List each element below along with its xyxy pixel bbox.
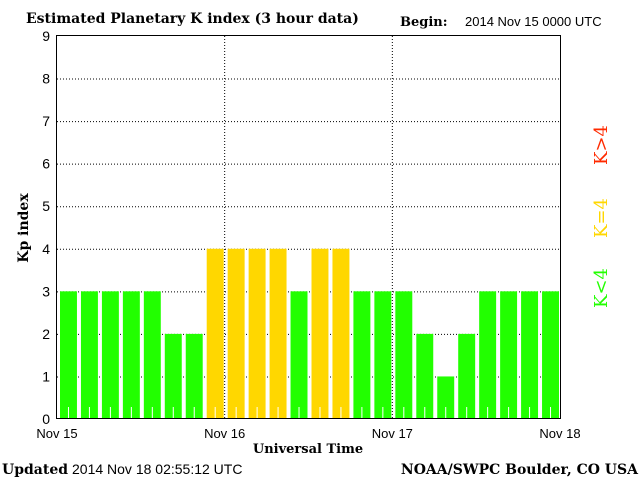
- kp-bar: [437, 376, 455, 419]
- kp-bar: [416, 333, 434, 419]
- begin-label: Begin:: [400, 15, 448, 30]
- y-tick-label: 0: [42, 411, 50, 427]
- kp-bar: [269, 248, 287, 419]
- kp-bar: [248, 248, 266, 419]
- legend-item: K=4: [591, 198, 612, 238]
- y-tick-labels: 0 1 2 3 4 5 6 7 8 9: [42, 28, 50, 427]
- kp-bar: [185, 333, 203, 419]
- bars: [60, 248, 559, 419]
- y-tick-label: 4: [42, 241, 50, 257]
- updated-label: Updated: [2, 462, 68, 478]
- y-axis-label: Kp index: [16, 193, 32, 263]
- kp-bar: [164, 333, 182, 419]
- x-axis-label: Universal Time: [253, 442, 363, 457]
- begin-value: 2014 Nov 15 0000 UTC: [465, 14, 602, 29]
- kp-bar: [500, 291, 518, 419]
- x-tick-label: Nov 15: [36, 426, 77, 441]
- kp-bar: [143, 291, 161, 419]
- legend-item: K<4: [591, 268, 612, 308]
- kp-bar: [353, 291, 371, 419]
- kp-bar: [290, 291, 308, 419]
- kp-bar: [311, 248, 329, 419]
- kp-bar: [101, 291, 119, 419]
- x-tick-label: Nov 17: [372, 426, 413, 441]
- y-tick-label: 2: [42, 326, 50, 342]
- y-tick-label: 7: [42, 113, 50, 129]
- x-tick-labels: Nov 15 Nov 16 Nov 17 Nov 18: [36, 426, 580, 441]
- y-tick-label: 6: [42, 156, 50, 172]
- kp-bar: [122, 291, 140, 419]
- kp-bar: [395, 291, 413, 419]
- kp-bar: [458, 333, 476, 419]
- legend: K<4 K=4 K>4: [591, 125, 612, 308]
- kp-bar: [332, 248, 350, 419]
- y-tick-label: 1: [42, 368, 50, 384]
- y-tick-label: 5: [42, 198, 50, 214]
- x-tick-label: Nov 16: [204, 426, 245, 441]
- kp-bar: [374, 291, 392, 419]
- source-credit: NOAA/SWPC Boulder, CO USA: [401, 462, 639, 478]
- chart-title: Estimated Planetary K index (3 hour data…: [26, 11, 359, 27]
- y-tick-label: 9: [42, 28, 50, 44]
- kp-bar: [479, 291, 497, 419]
- legend-item: K>4: [591, 125, 612, 165]
- kp-bar: [542, 291, 559, 419]
- y-tick-label: 8: [42, 71, 50, 87]
- y-tick-label: 3: [42, 283, 50, 299]
- x-tick-label: Nov 18: [539, 426, 580, 441]
- kp-bar: [521, 291, 539, 419]
- kp-bar: [227, 248, 245, 419]
- grid: [57, 36, 560, 419]
- updated-value: 2014 Nov 18 02:55:12 UTC: [72, 461, 242, 477]
- kp-bar: [80, 291, 98, 419]
- plot-frame: [56, 35, 561, 419]
- kp-bar: [206, 248, 224, 419]
- kp-bar: [60, 291, 77, 419]
